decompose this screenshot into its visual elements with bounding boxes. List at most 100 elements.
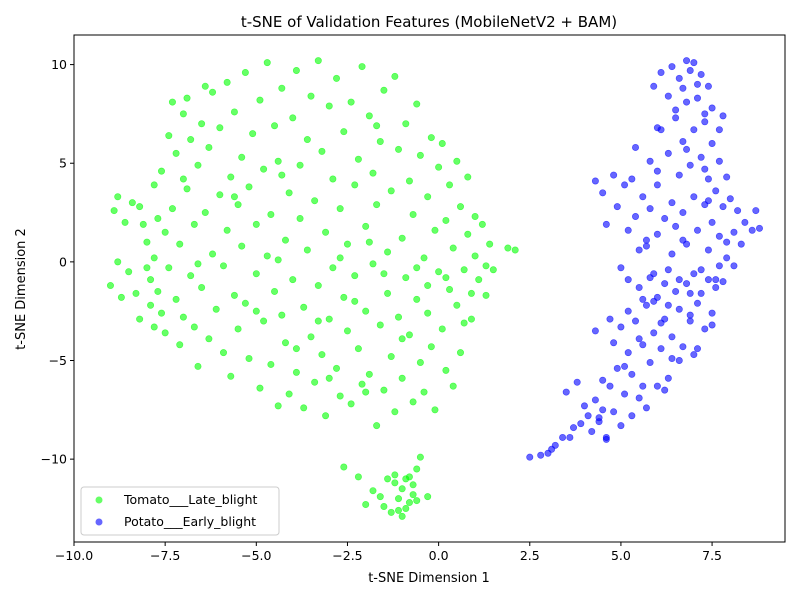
data-point xyxy=(573,378,581,386)
x-tick-label: 5.0 xyxy=(611,548,631,563)
data-point xyxy=(136,203,144,211)
data-point xyxy=(610,339,618,347)
data-point xyxy=(693,94,701,102)
data-point xyxy=(300,404,308,412)
data-point xyxy=(322,228,330,236)
data-point xyxy=(376,493,384,501)
data-point xyxy=(617,264,625,272)
data-point xyxy=(693,345,701,353)
data-point xyxy=(245,183,253,191)
data-point xyxy=(460,319,468,327)
data-point xyxy=(664,149,672,157)
data-point xyxy=(125,268,133,276)
data-point xyxy=(373,122,381,130)
data-point xyxy=(679,209,687,217)
data-point xyxy=(464,173,472,181)
x-tick-label: −2.5 xyxy=(332,548,362,563)
data-point xyxy=(591,177,599,185)
data-point xyxy=(365,112,373,120)
data-point xyxy=(431,226,439,234)
data-point xyxy=(653,181,661,189)
data-point xyxy=(435,163,443,171)
data-point xyxy=(198,120,206,128)
data-point xyxy=(690,351,698,359)
data-point xyxy=(723,254,731,262)
data-point xyxy=(296,214,304,222)
data-point xyxy=(278,84,286,92)
data-point xyxy=(635,246,643,254)
data-point xyxy=(278,171,286,179)
data-point xyxy=(136,315,144,323)
data-point xyxy=(351,297,359,305)
data-point xyxy=(405,473,413,481)
data-point xyxy=(329,175,337,183)
data-point xyxy=(650,329,658,337)
data-point xyxy=(639,193,647,201)
data-point xyxy=(467,289,475,297)
data-point xyxy=(325,315,333,323)
data-point xyxy=(730,228,738,236)
data-point xyxy=(369,260,377,268)
data-point xyxy=(704,82,712,90)
data-point xyxy=(362,501,370,509)
data-point xyxy=(642,242,650,250)
data-point xyxy=(147,301,155,309)
data-point xyxy=(715,157,723,165)
data-point xyxy=(449,244,457,252)
data-point xyxy=(274,402,282,410)
data-point xyxy=(642,236,650,244)
data-point xyxy=(482,262,490,270)
data-point xyxy=(672,114,680,122)
data-point xyxy=(632,317,640,325)
data-point xyxy=(322,412,330,420)
data-point xyxy=(143,238,151,246)
data-point xyxy=(635,394,643,402)
data-point xyxy=(201,82,209,90)
data-point xyxy=(365,370,373,378)
data-point xyxy=(599,189,607,197)
data-point xyxy=(114,258,122,266)
data-point xyxy=(679,138,687,146)
data-point xyxy=(416,453,424,461)
data-point xyxy=(395,495,403,503)
data-point xyxy=(343,327,351,335)
data-point xyxy=(683,98,691,106)
data-point xyxy=(227,173,235,181)
data-point xyxy=(172,149,180,157)
data-point xyxy=(212,305,220,313)
data-point xyxy=(405,331,413,339)
data-point xyxy=(362,307,370,315)
data-point xyxy=(442,274,450,282)
data-point xyxy=(610,408,618,416)
data-point xyxy=(693,226,701,234)
data-point xyxy=(369,169,377,177)
data-point xyxy=(376,138,384,146)
data-point xyxy=(424,193,432,201)
data-point xyxy=(139,220,147,228)
data-point xyxy=(471,252,479,260)
data-point xyxy=(726,195,734,203)
data-point xyxy=(187,272,195,280)
data-point xyxy=(442,216,450,224)
data-point xyxy=(664,374,672,382)
data-point xyxy=(176,341,184,349)
data-point xyxy=(482,291,490,299)
data-point xyxy=(158,167,166,175)
x-tick-label: 0.0 xyxy=(429,548,449,563)
y-axis-ticks: −10 −5 0 5 10 xyxy=(41,57,74,467)
data-point xyxy=(413,100,421,108)
data-point xyxy=(256,384,264,392)
data-point xyxy=(413,295,421,303)
legend-marker-tomato xyxy=(95,496,103,504)
data-point xyxy=(114,193,122,201)
data-point xyxy=(121,218,129,226)
data-point xyxy=(635,284,643,292)
data-point xyxy=(690,270,698,278)
data-point xyxy=(405,499,413,507)
data-point xyxy=(168,98,176,106)
data-point xyxy=(336,205,344,213)
data-point xyxy=(438,140,446,148)
data-point xyxy=(249,130,257,138)
data-point xyxy=(511,246,519,254)
data-point xyxy=(216,191,224,199)
